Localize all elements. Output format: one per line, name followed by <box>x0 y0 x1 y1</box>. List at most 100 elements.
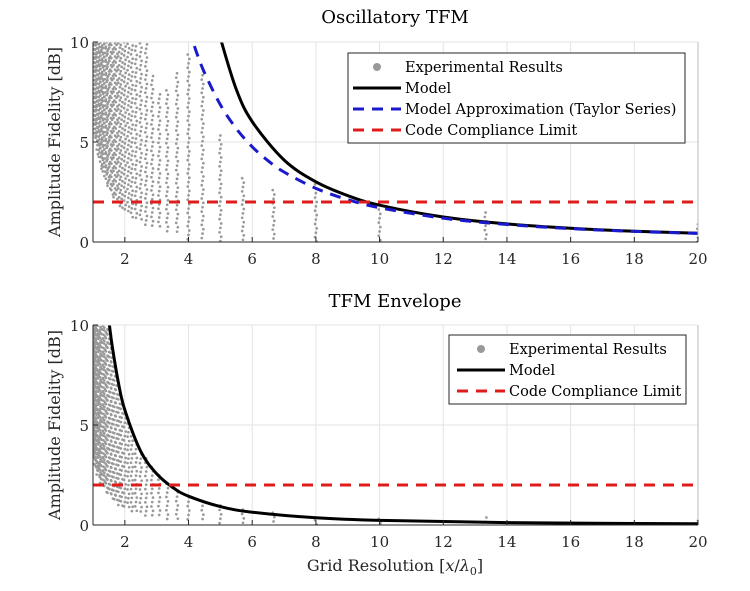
experimental-point <box>219 517 222 521</box>
experimental-point <box>123 155 127 158</box>
experimental-point <box>103 480 107 483</box>
experimental-point <box>102 329 106 332</box>
experimental-point <box>109 492 113 495</box>
experimental-point <box>101 455 105 459</box>
experimental-point <box>157 163 161 167</box>
experimental-point <box>218 138 221 142</box>
experimental-point <box>111 193 115 196</box>
experimental-point <box>95 473 99 476</box>
experimental-point <box>120 144 124 148</box>
experimental-point <box>201 87 204 90</box>
experimental-point <box>158 158 162 162</box>
experimental-point <box>123 434 127 438</box>
experimental-point <box>272 219 276 223</box>
experimental-point <box>187 176 191 180</box>
experimental-point <box>120 184 124 188</box>
experimental-point <box>126 174 129 178</box>
experimental-point <box>201 100 204 103</box>
experimental-point <box>200 157 204 161</box>
experimental-point <box>121 74 124 78</box>
experimental-point <box>117 169 121 173</box>
experimental-point <box>123 168 127 172</box>
experimental-point <box>109 50 113 54</box>
experimental-point <box>135 66 139 70</box>
experimental-point <box>107 350 111 354</box>
x-tick-label: 8 <box>311 533 321 551</box>
experimental-point <box>133 154 137 158</box>
experimental-point <box>127 452 131 456</box>
experimental-point <box>186 66 190 70</box>
x-tick-label: 12 <box>434 250 453 268</box>
experimental-point <box>186 92 190 96</box>
experimental-point <box>129 158 133 162</box>
experimental-point <box>140 217 143 221</box>
experimental-point <box>104 383 108 387</box>
experimental-point <box>102 418 106 422</box>
experimental-point <box>158 172 162 175</box>
experimental-point <box>144 65 147 68</box>
experimental-point <box>175 177 179 181</box>
experimental-point <box>111 127 115 130</box>
experimental-point <box>102 82 106 85</box>
experimental-point <box>131 176 134 179</box>
experimental-point <box>122 133 126 136</box>
experimental-point <box>240 203 244 206</box>
experimental-point <box>121 438 124 442</box>
experimental-point <box>99 431 102 435</box>
experimental-point <box>107 429 111 433</box>
experimental-point <box>144 78 147 81</box>
experimental-point <box>102 148 106 151</box>
experimental-point <box>126 430 130 434</box>
experimental-point <box>135 469 139 473</box>
experimental-point <box>109 143 113 146</box>
experimental-point <box>201 126 204 130</box>
experimental-point <box>144 139 148 143</box>
experimental-point <box>124 469 127 473</box>
experimental-point <box>187 233 190 237</box>
experimental-point <box>124 443 127 447</box>
experimental-point <box>123 128 127 132</box>
experimental-point <box>121 166 124 170</box>
experimental-point <box>315 213 319 217</box>
experimental-point <box>127 165 131 169</box>
experimental-point <box>165 203 169 207</box>
experimental-point <box>123 49 127 53</box>
experimental-point <box>200 78 204 81</box>
experimental-point <box>101 350 105 354</box>
experimental-point <box>151 127 155 131</box>
experimental-point <box>100 151 104 155</box>
experimental-point <box>124 190 127 194</box>
experimental-point <box>113 427 117 431</box>
experimental-point <box>126 95 129 98</box>
experimental-point <box>130 140 134 144</box>
experimental-point <box>145 492 149 495</box>
experimental-point <box>102 408 106 411</box>
experimental-point <box>130 154 134 157</box>
experimental-point <box>93 419 96 423</box>
experimental-point <box>121 206 124 210</box>
experimental-point <box>126 448 129 452</box>
experimental-point <box>165 150 169 154</box>
experimental-point <box>157 136 161 140</box>
experimental-point <box>103 64 107 68</box>
experimental-point <box>111 74 115 78</box>
experimental-point <box>102 465 105 469</box>
experimental-point <box>219 200 222 203</box>
experimental-point <box>102 365 106 369</box>
experimental-point <box>315 227 319 230</box>
experimental-point <box>116 144 119 148</box>
experimental-point <box>106 142 109 145</box>
experimental-point <box>126 42 129 46</box>
experimental-point <box>122 120 126 123</box>
experimental-point <box>127 126 131 129</box>
experimental-point <box>107 456 111 459</box>
experimental-point <box>144 104 147 108</box>
experimental-point <box>103 453 107 457</box>
experimental-point <box>157 123 161 127</box>
experimental-point <box>175 111 179 115</box>
experimental-point <box>107 162 111 166</box>
experimental-point <box>99 155 103 159</box>
experimental-point <box>111 378 115 382</box>
x-tick-label: 2 <box>120 533 130 551</box>
experimental-point <box>138 147 142 151</box>
